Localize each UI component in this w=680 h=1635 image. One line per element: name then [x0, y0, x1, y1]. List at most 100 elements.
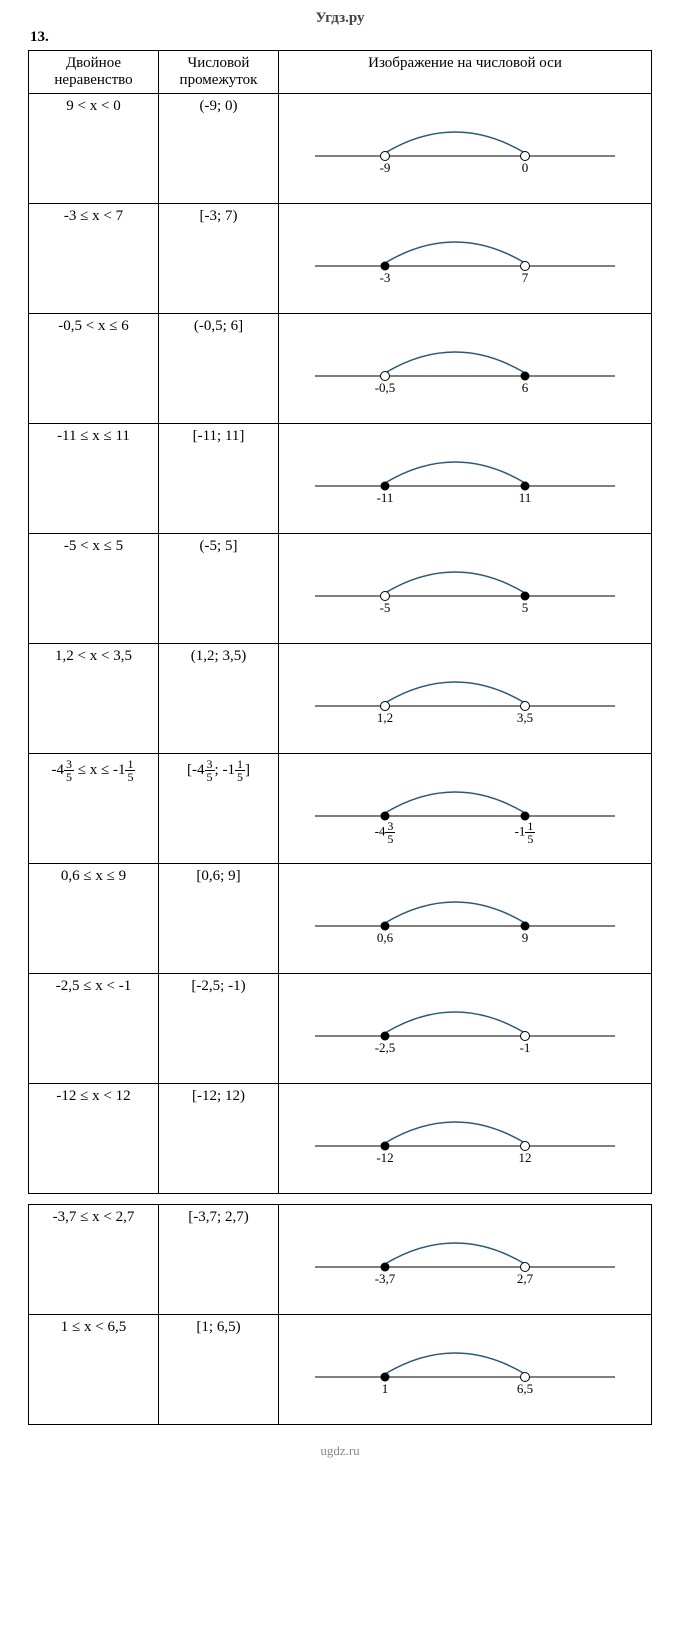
col1-h-line1: Двойное — [66, 55, 121, 71]
table-row: -5 < x ≤ 5 (-5; 5] -5 5 — [29, 534, 652, 644]
inequality-cell: -3 ≤ x < 7 — [29, 204, 159, 314]
interval-cell: [0,6; 9] — [159, 864, 279, 974]
intervals-table-1: Двойное неравенство Числовой промежуток … — [28, 50, 652, 1194]
col1-h-line2: неравенство — [54, 72, 132, 88]
svg-text:-12: -12 — [376, 1150, 393, 1165]
inequality-cell: -435 ≤ x ≤ -115 — [29, 754, 159, 864]
table-row: -3,7 ≤ x < 2,7 [-3,7; 2,7) -3,7 2,7 — [29, 1205, 652, 1315]
number-line-svg: 1,2 3,5 — [285, 648, 645, 748]
inequality-cell: 0,6 ≤ x ≤ 9 — [29, 864, 159, 974]
number-line-svg: -12 12 — [285, 1088, 645, 1188]
diagram-cell: -9 0 — [279, 94, 652, 204]
table-row: 1,2 < x < 3,5 (1,2; 3,5) 1,2 3,5 — [29, 644, 652, 754]
number-line-svg: -3 7 — [285, 208, 645, 308]
svg-text:0,6: 0,6 — [377, 930, 394, 945]
number-line-svg: -2,5 -1 — [285, 978, 645, 1078]
diagram-cell: -12 12 — [279, 1084, 652, 1194]
site-footer: ugdz.ru — [28, 1443, 652, 1459]
interval-cell: [1; 6,5) — [159, 1315, 279, 1425]
interval-cell: (-5; 5] — [159, 534, 279, 644]
page: Угдз.ру 13. Двойное неравенство Числовой… — [0, 0, 680, 1479]
inequality-cell: 9 < x < 0 — [29, 94, 159, 204]
svg-text:7: 7 — [522, 270, 529, 285]
svg-text:-5: -5 — [380, 600, 391, 615]
inequality-cell: -12 ≤ x < 12 — [29, 1084, 159, 1194]
table-row: -3 ≤ x < 7 [-3; 7) -3 7 — [29, 204, 652, 314]
interval-cell: (-0,5; 6] — [159, 314, 279, 424]
problem-number: 13. — [30, 29, 652, 46]
col3-header: Изображение на числовой оси — [279, 51, 652, 94]
svg-text:-0,5: -0,5 — [375, 380, 396, 395]
col1-header: Двойное неравенство — [29, 51, 159, 94]
inequality-cell: -3,7 ≤ x < 2,7 — [29, 1205, 159, 1315]
interval-cell: [-435; -115] — [159, 754, 279, 864]
interval-cell: [-3,7; 2,7) — [159, 1205, 279, 1315]
number-line-svg: 0,6 9 — [285, 868, 645, 968]
inequality-cell: -5 < x ≤ 5 — [29, 534, 159, 644]
number-line-diagram: -0,5 6 — [285, 318, 645, 418]
svg-text:1,2: 1,2 — [377, 710, 393, 725]
number-line-diagram: -3,7 2,7 — [285, 1209, 645, 1309]
number-line-diagram: -11 11 — [285, 428, 645, 528]
table-row: 9 < x < 0 (-9; 0) -9 0 — [29, 94, 652, 204]
table-row: -435 ≤ x ≤ -115 [-435; -115] -435 -115 — [29, 754, 652, 864]
diagram-cell: -0,5 6 — [279, 314, 652, 424]
number-line-diagram: -435 -115 — [285, 758, 645, 858]
number-line-svg: -3,7 2,7 — [285, 1209, 645, 1309]
number-line-svg: -5 5 — [285, 538, 645, 638]
svg-text:3,5: 3,5 — [517, 710, 533, 725]
number-line-diagram: -9 0 — [285, 98, 645, 198]
number-line-diagram: 1,2 3,5 — [285, 648, 645, 748]
number-line-svg: 1 6,5 — [285, 1319, 645, 1419]
diagram-cell: -11 11 — [279, 424, 652, 534]
number-line-svg: -9 0 — [285, 98, 645, 198]
number-line-diagram: -2,5 -1 — [285, 978, 645, 1078]
interval-cell: [-2,5; -1) — [159, 974, 279, 1084]
svg-text:-2,5: -2,5 — [375, 1040, 396, 1055]
inequality-cell: -0,5 < x ≤ 6 — [29, 314, 159, 424]
number-line-diagram: -12 12 — [285, 1088, 645, 1188]
number-line-svg: -0,5 6 — [285, 318, 645, 418]
svg-text:2,7: 2,7 — [517, 1271, 534, 1286]
interval-cell: (1,2; 3,5) — [159, 644, 279, 754]
svg-text:12: 12 — [519, 1150, 532, 1165]
table-row: -0,5 < x ≤ 6 (-0,5; 6] -0,5 6 — [29, 314, 652, 424]
col2-h-line2: промежуток — [180, 72, 258, 88]
inequality-cell: -2,5 ≤ x < -1 — [29, 974, 159, 1084]
site-header: Угдз.ру — [28, 10, 652, 27]
table-header-row: Двойное неравенство Числовой промежуток … — [29, 51, 652, 94]
diagram-cell: 0,6 9 — [279, 864, 652, 974]
number-line-diagram: -5 5 — [285, 538, 645, 638]
number-line-svg: -11 11 — [285, 428, 645, 528]
svg-text:-9: -9 — [380, 160, 391, 175]
diagram-cell: -2,5 -1 — [279, 974, 652, 1084]
diagram-cell: 1 6,5 — [279, 1315, 652, 1425]
number-line-diagram: 1 6,5 — [285, 1319, 645, 1419]
inequality-cell: 1 ≤ x < 6,5 — [29, 1315, 159, 1425]
svg-text:1: 1 — [382, 1381, 389, 1396]
svg-text:-3,7: -3,7 — [375, 1271, 396, 1286]
svg-text:0: 0 — [522, 160, 529, 175]
inequality-cell: 1,2 < x < 3,5 — [29, 644, 159, 754]
intervals-table-2: -3,7 ≤ x < 2,7 [-3,7; 2,7) -3,7 2,7 1 ≤ … — [28, 1204, 652, 1425]
svg-text:11: 11 — [519, 490, 532, 505]
inequality-cell: -11 ≤ x ≤ 11 — [29, 424, 159, 534]
interval-cell: [-3; 7) — [159, 204, 279, 314]
svg-text:5: 5 — [522, 600, 529, 615]
diagram-cell: -5 5 — [279, 534, 652, 644]
table-row: -2,5 ≤ x < -1 [-2,5; -1) -2,5 -1 — [29, 974, 652, 1084]
number-line-diagram: -3 7 — [285, 208, 645, 308]
diagram-cell: -435 -115 — [279, 754, 652, 864]
diagram-cell: -3 7 — [279, 204, 652, 314]
table-row: -11 ≤ x ≤ 11 [-11; 11] -11 11 — [29, 424, 652, 534]
table-row: 1 ≤ x < 6,5 [1; 6,5) 1 6,5 — [29, 1315, 652, 1425]
interval-cell: [-12; 12) — [159, 1084, 279, 1194]
diagram-cell: -3,7 2,7 — [279, 1205, 652, 1315]
svg-text:6: 6 — [522, 380, 529, 395]
svg-text:-3: -3 — [380, 270, 391, 285]
table-row: 0,6 ≤ x ≤ 9 [0,6; 9] 0,6 9 — [29, 864, 652, 974]
svg-text:9: 9 — [522, 930, 529, 945]
svg-text:-1: -1 — [520, 1040, 531, 1055]
table-row: -12 ≤ x < 12 [-12; 12) -12 12 — [29, 1084, 652, 1194]
svg-text:6,5: 6,5 — [517, 1381, 533, 1396]
